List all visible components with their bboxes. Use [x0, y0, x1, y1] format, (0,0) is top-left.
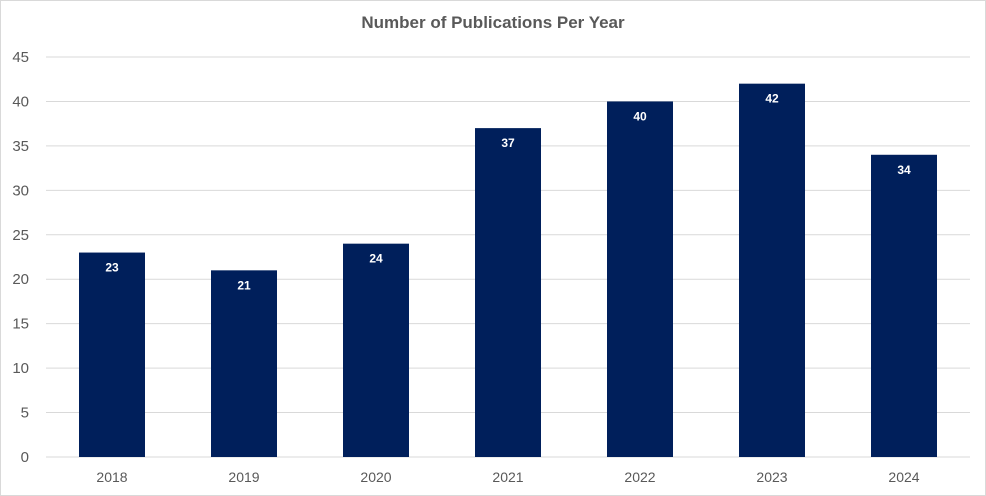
x-tick-label: 2024: [888, 469, 919, 485]
y-tick-label: 35: [12, 138, 29, 155]
data-label-2021: 37: [501, 136, 515, 150]
bar-2023: [739, 83, 805, 458]
x-tick-label: 2022: [624, 469, 655, 485]
y-tick-label: 10: [12, 360, 29, 377]
data-label-2023: 42: [765, 92, 779, 106]
data-label-2020: 24: [369, 252, 383, 266]
bars: 23 21 24 37 40 42 34: [79, 83, 937, 458]
y-tick-label: 0: [21, 449, 29, 466]
bar-2020: [343, 243, 409, 457]
y-tick-label: 40: [12, 93, 29, 110]
x-tick-label: 2018: [96, 469, 127, 485]
bar-2019: [211, 270, 277, 457]
y-tick-label: 15: [12, 316, 29, 333]
data-label-2022: 40: [633, 109, 647, 123]
data-label-2019: 21: [237, 278, 251, 292]
bar-2021: [475, 128, 541, 457]
y-tick-label: 5: [21, 405, 29, 422]
data-label-2018: 23: [105, 261, 119, 275]
x-tick-label: 2019: [228, 469, 259, 485]
bar-2024: [871, 154, 937, 457]
y-tick-label: 25: [12, 227, 29, 244]
x-tick-label: 2021: [492, 469, 523, 485]
x-tick-label: 2023: [756, 469, 787, 485]
bar-2022: [607, 101, 673, 457]
y-axis: 0 5 10 15 20 25 30 35 40 45: [12, 49, 29, 466]
bar-2018: [79, 252, 145, 457]
chart-title: Number of Publications Per Year: [361, 13, 625, 32]
data-label-2024: 34: [897, 163, 911, 177]
x-axis: 2018 2019 2020 2021 2022 2023 2024: [96, 469, 919, 485]
y-tick-label: 45: [12, 49, 29, 66]
y-tick-label: 20: [12, 271, 29, 288]
x-tick-label: 2020: [360, 469, 391, 485]
y-tick-label: 30: [12, 182, 29, 199]
